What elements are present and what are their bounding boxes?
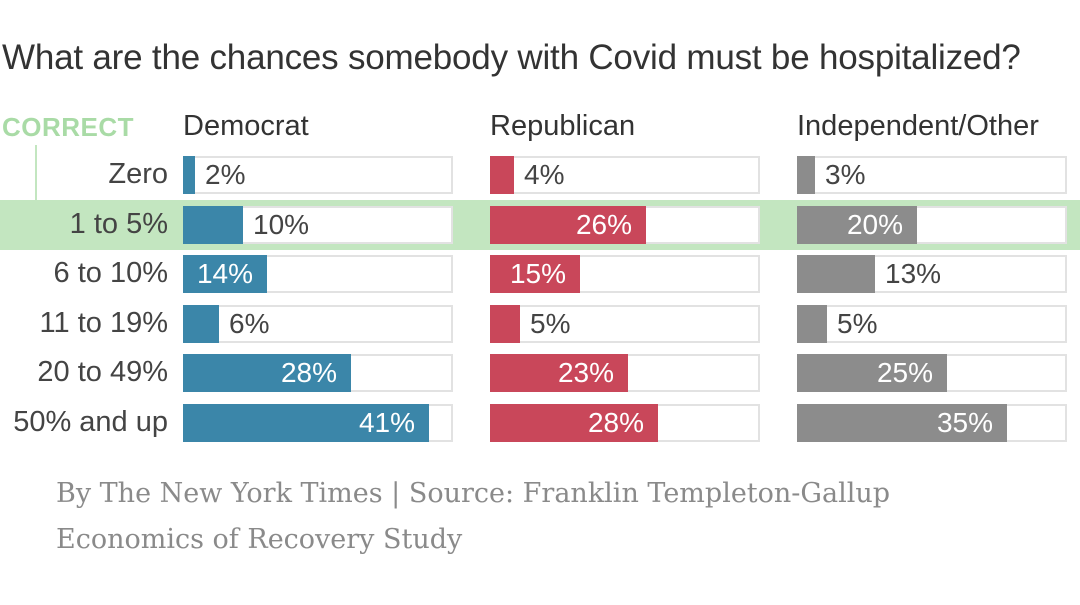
bar xyxy=(490,255,580,293)
bar-track: 25% xyxy=(797,354,1067,392)
bar-track: 28% xyxy=(490,403,760,442)
bar-value-label: 5% xyxy=(530,307,571,339)
footer-source-line: Economics of Recovery Study xyxy=(56,524,463,555)
bar-value-label: 23% xyxy=(557,357,614,388)
category-label: 11 to 19% xyxy=(39,306,168,339)
bar xyxy=(797,255,875,293)
bar-value-label: 13% xyxy=(885,258,942,289)
bar-value-label: 5% xyxy=(837,307,878,339)
bar-value-label: 28% xyxy=(280,357,337,388)
series-header-2: Independent/Other xyxy=(797,110,1039,142)
bar-value-label: 35% xyxy=(936,406,993,438)
bar xyxy=(183,255,267,293)
bar-track: 28% xyxy=(183,354,453,392)
bar xyxy=(490,205,646,244)
category-label: 6 to 10% xyxy=(53,257,168,289)
correct-label: CORRECT xyxy=(2,112,135,142)
bar-value-label: 2% xyxy=(205,159,246,190)
bar-value-label: 25% xyxy=(876,357,933,388)
category-label: Zero xyxy=(108,158,168,190)
bar-track: 13% xyxy=(797,255,1067,293)
bar xyxy=(797,403,1007,442)
bar-track: 14% xyxy=(183,255,453,293)
chart-title: What are the chances somebody with Covid… xyxy=(2,38,1021,77)
bar-value-label: 15% xyxy=(509,258,566,289)
category-label: 1 to 5% xyxy=(69,207,168,240)
bar-value-label: 14% xyxy=(196,258,253,289)
correct-indicator-line xyxy=(35,145,37,201)
bar xyxy=(797,205,917,244)
bar-value-label: 3% xyxy=(825,159,866,190)
bar-track: 5% xyxy=(797,304,1067,343)
bar-track: 3% xyxy=(797,156,1067,194)
bar xyxy=(183,304,219,343)
series-header-1: Republican xyxy=(490,110,636,142)
bar xyxy=(490,156,514,194)
bar-value-label: 28% xyxy=(587,406,644,438)
bar-track: 5% xyxy=(490,304,760,343)
bar xyxy=(797,304,827,343)
bar-track: 2% xyxy=(183,156,453,194)
bar-track: 26% xyxy=(490,205,760,244)
bar xyxy=(183,205,243,244)
bar-value-label: 41% xyxy=(358,406,415,438)
bar xyxy=(183,354,351,392)
series-header-0: Democrat xyxy=(183,110,309,142)
bar xyxy=(490,304,520,343)
bar-value-label: 26% xyxy=(575,208,632,240)
category-label: 50% and up xyxy=(13,405,168,438)
bar-value-label: 6% xyxy=(229,307,270,339)
bar-track: 41% xyxy=(183,403,453,442)
bar-track: 15% xyxy=(490,255,760,293)
bar-value-label: 4% xyxy=(524,159,565,190)
bar-track: 35% xyxy=(797,403,1067,442)
bar-track: 20% xyxy=(797,205,1067,244)
bar xyxy=(490,354,628,392)
bar xyxy=(797,156,815,194)
bar-value-label: 20% xyxy=(846,208,903,240)
bar-track: 10% xyxy=(183,205,453,244)
bar xyxy=(797,354,947,392)
bar-track: 4% xyxy=(490,156,760,194)
category-label: 20 to 49% xyxy=(37,356,168,388)
footer-credit-line: By The New York Times | Source: Franklin… xyxy=(56,478,891,509)
bar xyxy=(490,403,658,442)
bar-track: 23% xyxy=(490,354,760,392)
bar-value-label: 10% xyxy=(253,208,310,240)
bar xyxy=(183,403,429,442)
bar xyxy=(183,156,195,194)
bar-track: 6% xyxy=(183,304,453,343)
